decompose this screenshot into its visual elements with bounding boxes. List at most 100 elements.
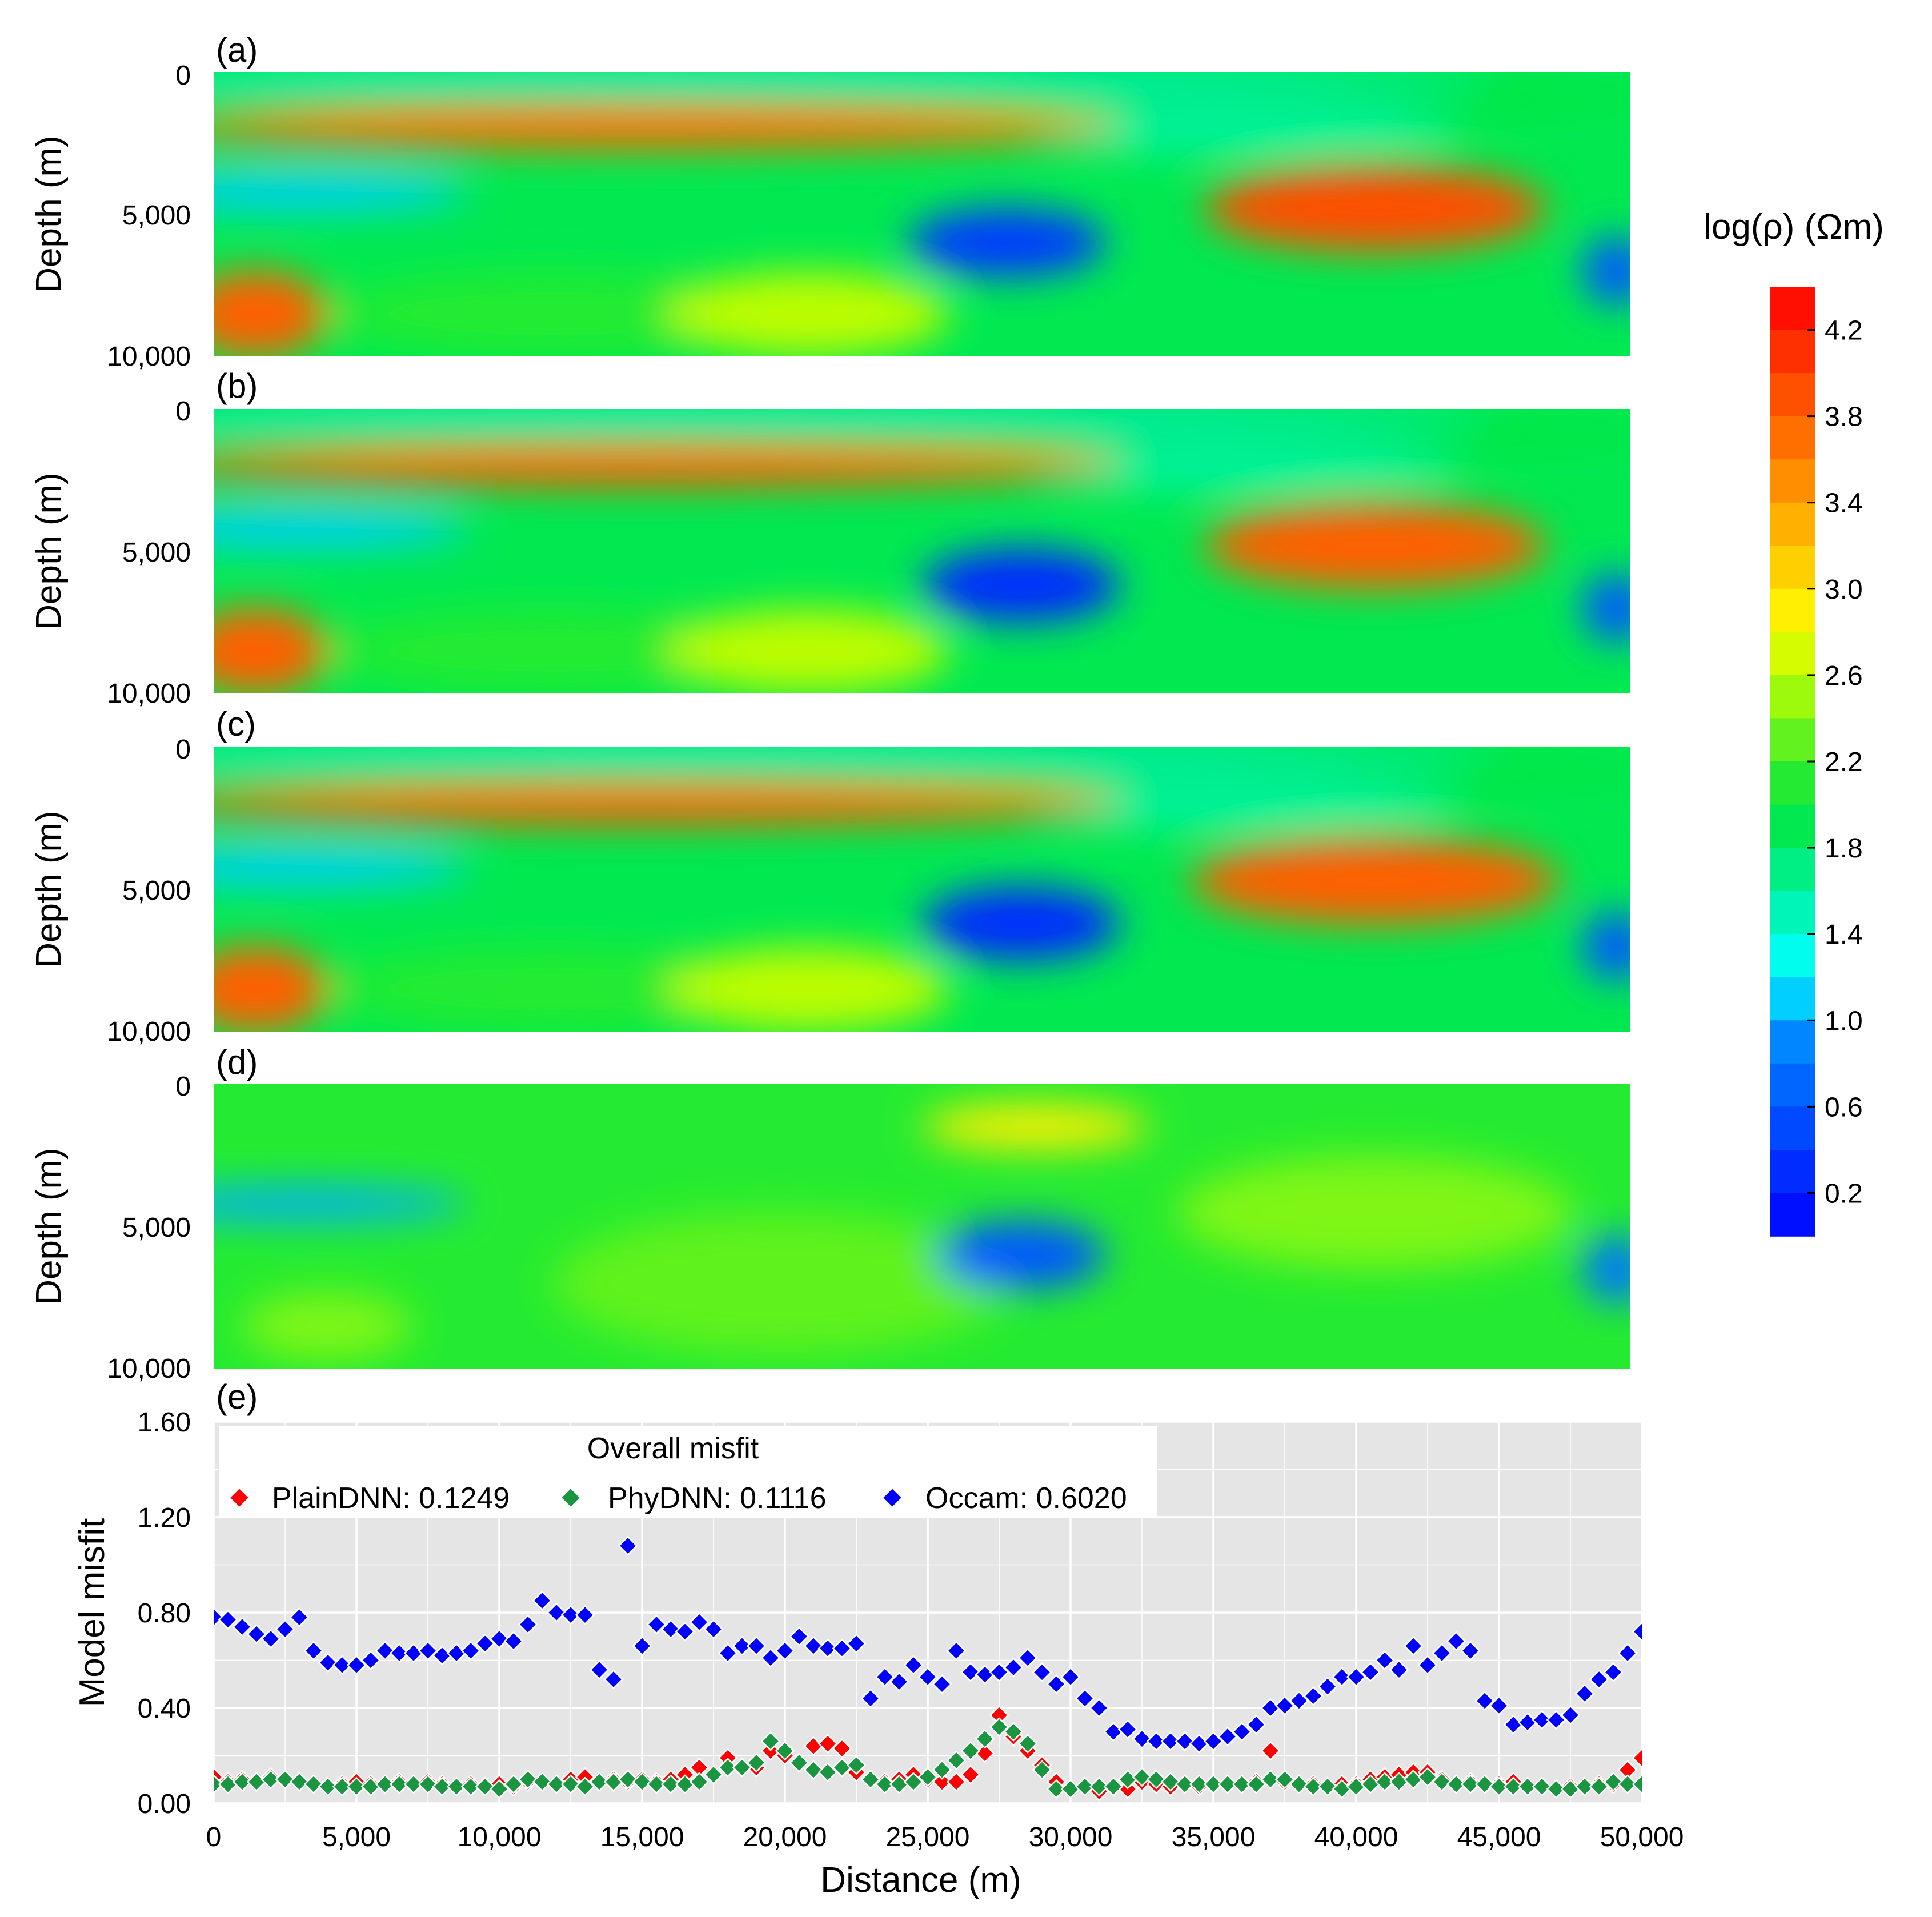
data-point [1175,1731,1195,1751]
data-point [989,1717,1009,1737]
data-point [532,1772,552,1792]
heatmap-fill [214,72,1630,356]
data-point [1346,1667,1366,1687]
data-point [1003,1657,1024,1678]
data-point [260,1769,281,1790]
anomaly [554,1212,1007,1355]
colorbar-tick-label: 1.4 [1825,920,1863,950]
anomaly [1191,838,1560,924]
data-point [0,1570,13,1583]
y-tick-label: 0 [175,61,191,91]
data-point [489,1779,510,1799]
data-point [475,1633,495,1654]
data-point [1160,1772,1181,1792]
data-point [1046,1674,1067,1694]
y-axis-label: Depth (m) [29,811,69,968]
data-point [1175,1774,1195,1794]
anomaly [214,747,1489,760]
data-point [275,1769,295,1790]
data-point [646,1614,667,1635]
data-point [718,1758,738,1778]
data-point [1360,1662,1381,1682]
data-point [1574,1776,1595,1797]
data-point [1274,1769,1295,1790]
colorbar-level [1770,287,1815,331]
data-point [789,1626,809,1647]
data-point [1632,1774,1642,1794]
data-point [560,1774,581,1794]
colorbar-tick-label: 1.8 [1825,833,1863,864]
data-point [1332,1779,1352,1799]
data-point [1617,1643,1638,1663]
colorbar-tick-label: 4.2 [1825,316,1863,346]
data-point [546,1602,567,1623]
anomaly [214,847,469,887]
data-point [1103,1776,1124,1797]
y-tick-labels: 0.00 0.40 0.80 1.20 1.60 [138,1407,191,1819]
data-point [246,1624,267,1644]
data-point [1474,1774,1495,1794]
y-tick-label: 10,000 [107,1354,191,1384]
data-point [1289,1691,1309,1711]
data-point [389,1643,410,1663]
panel-b: (b) 0 5,000 10,000 Depth (m) [29,367,1630,709]
data-point [1189,1774,1209,1794]
data-point [618,1535,638,1556]
y-tick-label: 0 [175,1072,191,1102]
anomaly [1007,440,1461,492]
anomaly [1582,1234,1630,1304]
data-point [1332,1667,1352,1687]
data-point [432,1776,452,1797]
data-point [632,1636,652,1656]
anomaly [1205,166,1546,251]
colorbar-tick-label: 2.2 [1825,747,1863,777]
data-point [1232,1722,1252,1742]
data-point [1589,1669,1609,1690]
anomaly [922,548,1121,623]
data-point [403,1774,424,1794]
data-point [675,1622,695,1642]
colorbar-level [1770,718,1815,762]
data-point [532,1590,552,1611]
legend-label-plaindnn: PlainDNN: 0.1249 [272,1482,510,1515]
data-point [1446,1774,1466,1794]
data-point [1260,1769,1281,1790]
data-point [817,1638,838,1658]
colorbar-level [1770,1063,1815,1108]
data-point [460,1776,481,1797]
anomaly [1007,103,1461,155]
data-point [632,1772,652,1792]
anomaly [214,946,327,1032]
data-point [503,1774,524,1794]
legend-label-occam: Occam: 0.6020 [925,1482,1127,1515]
data-point [246,1772,267,1792]
data-point [289,1607,310,1627]
colorbar-level [1770,891,1815,935]
data-point [446,1776,467,1797]
heatmap-a [214,72,1630,356]
data-point [1346,1776,1366,1797]
colorbar: log(ρ) (Ωm) 4.2 3.8 3.4 3.0 2.6 2.2 1.8 1.4 1.0 0… [1703,207,1884,1237]
data-point [703,1764,724,1785]
colorbar-level [1770,1193,1815,1237]
colorbar-level [1770,459,1815,503]
data-point [689,1758,710,1778]
colorbar-level [1770,1106,1815,1150]
colorbar-level [1770,588,1815,633]
data-point [1117,1719,1138,1739]
data-point [960,1740,981,1761]
data-point [489,1629,510,1649]
y-tick-label: 10,000 [107,1017,191,1047]
legend-marker-occam [883,1489,901,1507]
data-point [660,1774,681,1794]
data-point [1503,1714,1524,1735]
data-point [760,1731,781,1751]
data-point [732,1636,752,1656]
data-point [689,1612,710,1633]
panel-label: (d) [216,1043,258,1081]
panel-label: (a) [216,31,258,69]
data-point [303,1641,324,1661]
data-point [518,1769,538,1790]
data-point [1060,1779,1081,1799]
